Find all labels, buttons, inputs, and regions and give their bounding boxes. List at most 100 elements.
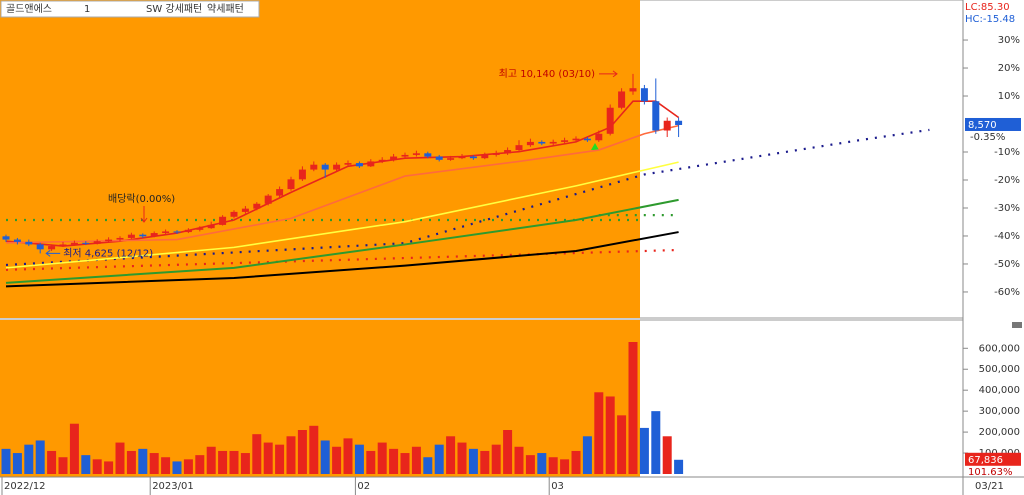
signal-arrow (591, 143, 599, 150)
y-tick-label: 600,000 (979, 343, 1020, 354)
stock-name[interactable]: 골드앤에스 (6, 3, 52, 15)
x-tick-label: 2022/12 (4, 481, 46, 492)
candle-body (561, 140, 569, 142)
candle-body (447, 158, 455, 160)
y-tick-label: 500,000 (979, 364, 1020, 375)
candle-body (36, 244, 44, 250)
y-tick-label: 30% (998, 35, 1020, 46)
volume-bar (92, 459, 102, 474)
candle-body (401, 154, 409, 157)
lc-status: LC:85.30 (965, 2, 1010, 13)
candle-body (333, 164, 341, 170)
current-price-box (965, 117, 1021, 131)
volume-bar (47, 450, 57, 474)
x-tick-label: 2023/01 (152, 481, 194, 492)
volume-bar (446, 436, 456, 474)
annotation-arrow (599, 70, 618, 78)
y-tick-label: 200,000 (979, 427, 1020, 438)
candle-body (321, 164, 329, 170)
highlight-area (0, 320, 640, 477)
volume-bar (206, 446, 216, 474)
volume-bar (24, 444, 34, 474)
candle-body (663, 120, 671, 131)
candle-body (25, 241, 33, 245)
volume-bar (126, 450, 136, 474)
y-tick-label: 20% (998, 63, 1020, 74)
volume-bar (240, 453, 250, 474)
candle-body (481, 154, 489, 159)
volume-ratio: 101.63% (968, 467, 1013, 478)
dotted-line (5, 128, 930, 267)
volume-bar (1, 448, 11, 474)
volume-bar (297, 430, 307, 474)
y-tick-label: -60% (994, 287, 1020, 298)
y-tick-label: -30% (994, 203, 1020, 214)
volume-bar (651, 411, 661, 474)
volume-bar (286, 436, 296, 474)
volume-bar (138, 448, 148, 474)
candle-body (298, 169, 306, 180)
volume-bar (229, 450, 239, 474)
candle-body (469, 156, 477, 159)
candle-body (526, 141, 534, 146)
candle-body (424, 153, 432, 157)
period[interactable]: 1 (84, 4, 90, 15)
candle-body (458, 156, 466, 159)
candle-body (344, 163, 352, 165)
candle-body (572, 138, 580, 141)
volume-bar (639, 427, 649, 474)
candle-body (640, 88, 648, 102)
candle-body (230, 211, 238, 217)
low-annotation: 최저 4,625 (12/12) (63, 247, 153, 259)
date-end: 03/21 (975, 481, 1004, 492)
candle-body (390, 156, 398, 160)
candle-body (48, 246, 56, 250)
candle-body (13, 239, 21, 242)
volume-bar (662, 436, 672, 474)
annotation-arrow (45, 249, 61, 257)
volume-bar (149, 453, 159, 474)
volume-bar (354, 444, 364, 474)
panel-button[interactable] (1012, 322, 1022, 328)
volume-bar (423, 457, 433, 474)
volume-bar (503, 430, 513, 474)
candle-body (652, 101, 660, 131)
moving-average (5, 124, 679, 244)
high-annotation: 최고 10,140 (03/10) (499, 68, 595, 80)
candle-body (504, 150, 512, 154)
volume-bar (104, 461, 114, 474)
last-volume-label: 67,836 (968, 455, 1003, 466)
volume-bar (571, 450, 581, 474)
volume-bar (309, 425, 319, 474)
volume-bar (560, 459, 570, 474)
candle-body (184, 229, 192, 233)
candle-body (515, 145, 523, 151)
candle-body (412, 153, 420, 155)
annotation-arrow (140, 206, 148, 223)
volume-bar (183, 459, 193, 474)
volume-bar (218, 450, 228, 474)
candle-body (93, 241, 101, 244)
candle-body (367, 161, 375, 167)
volume-bar (81, 455, 91, 474)
hc-status: HC:-15.48 (965, 14, 1015, 25)
candle-body (276, 189, 284, 196)
candle-body (618, 91, 626, 108)
volume-bar (343, 438, 353, 474)
candle-body (162, 231, 170, 234)
x-tick-label: 02 (357, 481, 370, 492)
y-tick-label: -40% (994, 231, 1020, 242)
pattern-down[interactable]: 약세패턴 (207, 3, 244, 15)
candle-body (606, 107, 614, 134)
y-tick-label: -20% (994, 175, 1020, 186)
volume-bar (537, 453, 547, 474)
moving-average (5, 231, 679, 288)
candle-body (492, 153, 500, 155)
candle-body (150, 233, 158, 237)
candle-body (173, 231, 181, 233)
volume-bar (366, 450, 376, 474)
candle-body (435, 156, 443, 160)
pattern-up[interactable]: SW 강세패턴 (146, 3, 202, 15)
